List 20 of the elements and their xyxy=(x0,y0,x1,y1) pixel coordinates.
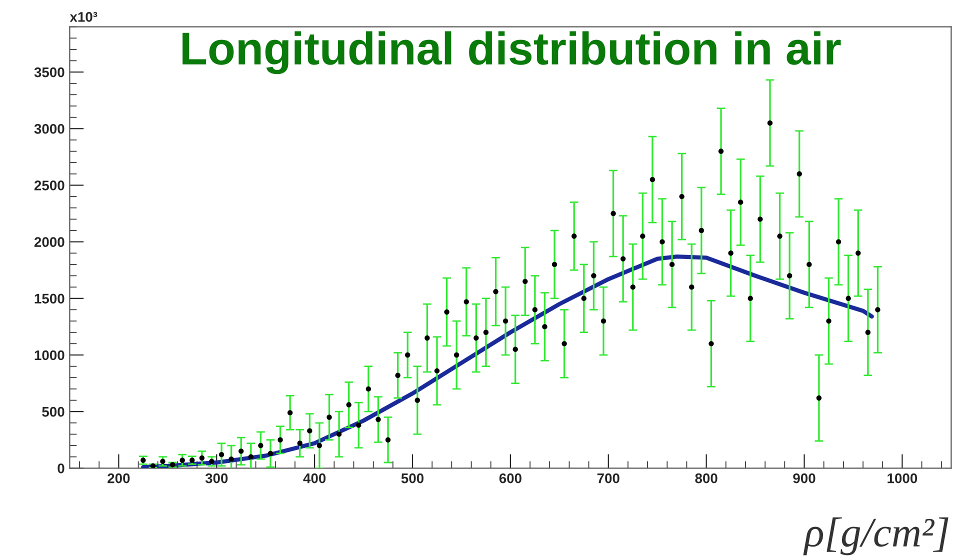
y-tick-label: 3500 xyxy=(34,67,64,78)
x-tick-label: 1000 xyxy=(888,473,918,484)
x-tick-label: 200 xyxy=(108,473,130,484)
y-tick-label: 1500 xyxy=(34,294,64,304)
y-tick-label: 2500 xyxy=(34,180,64,190)
x-tick-label: 900 xyxy=(793,473,816,484)
x-tick-label: 700 xyxy=(597,473,620,484)
x-tick-label: 300 xyxy=(205,473,228,484)
x-tick-label: 600 xyxy=(499,473,522,484)
x-tick-label: 500 xyxy=(401,473,424,484)
x-axis-title: ρ[g/cm²] xyxy=(803,517,948,556)
x-tick-label: 400 xyxy=(303,473,326,484)
y-tick-label: 2000 xyxy=(34,237,64,247)
x-tick-label: 800 xyxy=(695,473,718,484)
y-tick-label: 1000 xyxy=(34,350,64,360)
y-tick-label: 3000 xyxy=(34,124,64,134)
y-tick-label: 0 xyxy=(58,463,64,474)
y-tick-label: 500 xyxy=(42,406,64,417)
text: x10³ xyxy=(70,12,98,22)
chart-title: Longitudinal distribution in air xyxy=(182,31,841,74)
